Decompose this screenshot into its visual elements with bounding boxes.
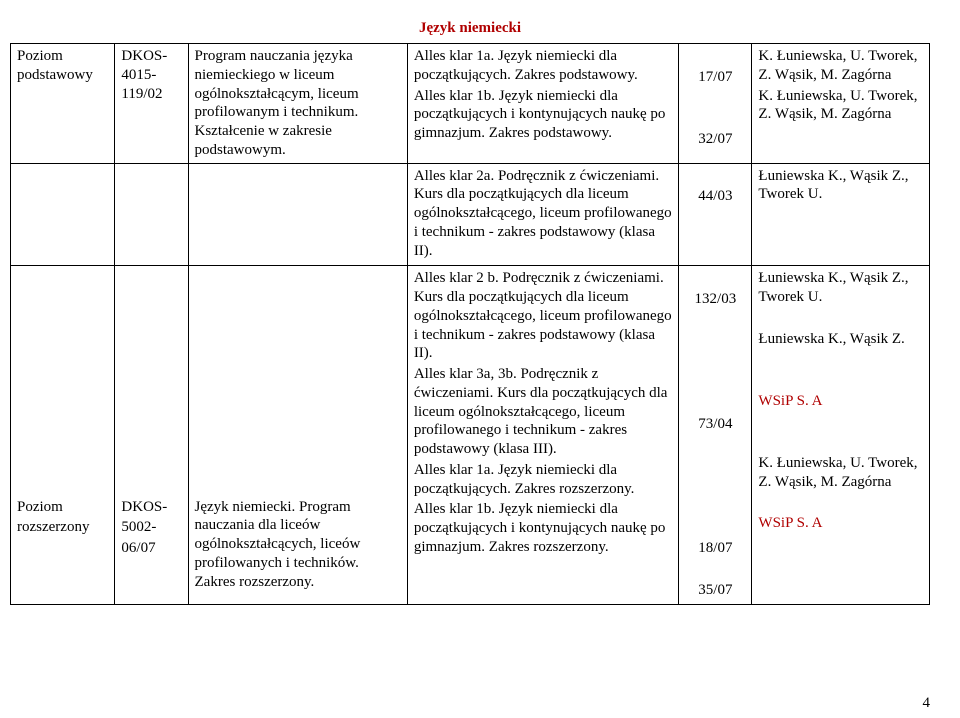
table-cell: Łuniewska K., Wąsik Z., Tworek U. Łuniew…	[752, 266, 930, 605]
table-cell: K. Łuniewska, U. Tworek, Z. Wąsik, M. Za…	[752, 44, 930, 164]
table-row: Poziomrozszerzony DKOS-5002-06/07 Język …	[11, 266, 930, 605]
table-cell: Łuniewska K., Wąsik Z., Tworek U.	[752, 163, 930, 266]
table-cell: Program nauczania języka niemieckiego w …	[188, 44, 407, 164]
document-table: Poziom podstawowyDKOS-4015-119/02Program…	[10, 43, 930, 605]
page: Język niemiecki Poziom podstawowyDKOS-40…	[0, 0, 960, 718]
table-cell: Alles klar 1a. Język niemiecki dla począ…	[407, 44, 679, 164]
table-cell	[188, 163, 407, 266]
heading: Język niemiecki	[10, 20, 930, 37]
table-row: Poziom podstawowyDKOS-4015-119/02Program…	[11, 44, 930, 164]
table-cell: DKOS-5002-06/07	[115, 266, 188, 605]
table-cell: Poziomrozszerzony	[11, 266, 115, 605]
table-row: Alles klar 2a. Podręcznik z ćwiczeniami.…	[11, 163, 930, 266]
table-cell: DKOS-4015-119/02	[115, 44, 188, 164]
table-cell: Alles klar 2 b. Podręcznik z ćwiczeniami…	[407, 266, 679, 605]
table-cell	[115, 163, 188, 266]
table-cell: Język niemiecki. Program nauczania dla l…	[188, 266, 407, 605]
table-cell	[11, 163, 115, 266]
table-cell: Poziom podstawowy	[11, 44, 115, 164]
table-cell: 44/03	[679, 163, 752, 266]
table-cell: 17/07 32/07	[679, 44, 752, 164]
table-cell: 132/03 73/04 18/07 35/07	[679, 266, 752, 605]
table-cell: Alles klar 2a. Podręcznik z ćwiczeniami.…	[407, 163, 679, 266]
page-number: 4	[923, 695, 931, 712]
